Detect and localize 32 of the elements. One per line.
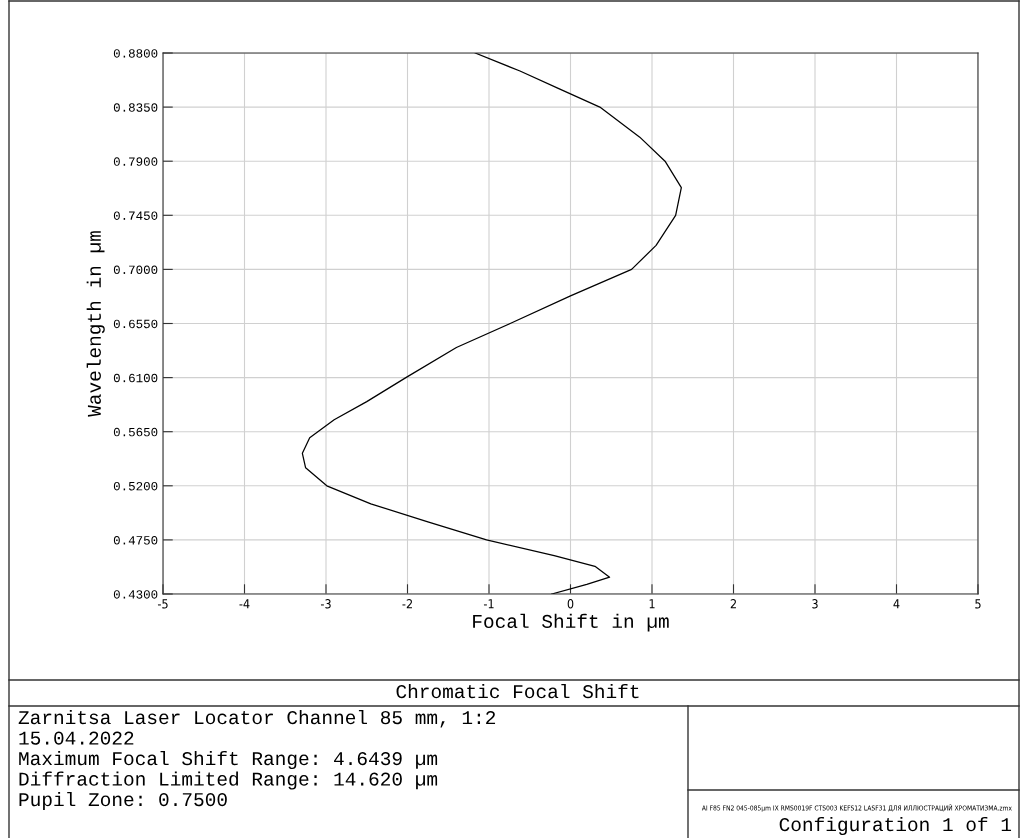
x-tick-label: 4 xyxy=(893,599,900,609)
y-tick-label: 0.4750 xyxy=(113,536,158,545)
text: Pupil Zone: 0.7500 xyxy=(19,791,227,811)
text: Diffraction Limited Range: 14.620 µm xyxy=(19,771,438,790)
x-tick-label: 0 xyxy=(567,599,574,609)
y-tick-label: 0.5650 xyxy=(113,427,158,437)
x-tick-label: 5 xyxy=(975,599,981,609)
y-tick-label: 0.6550 xyxy=(113,319,158,329)
text: Maximum Focal Shift Range: 4.6439 µm xyxy=(19,750,438,770)
y-tick-label: 0.8350 xyxy=(113,103,158,112)
x-tick-label: 3 xyxy=(812,599,818,609)
y-axis-title: Wavelength in µm xyxy=(86,231,105,417)
y-tick-label: 0.7900 xyxy=(113,157,158,166)
x-axis-title: Focal Shift in µm xyxy=(473,613,669,632)
text: Zarnitsa Laser Locator Channel 85 mm, 1:2 xyxy=(18,709,496,728)
x-tick-label: 1 xyxy=(649,599,655,609)
text: 15.04.2022 xyxy=(19,731,134,745)
y-tick-label: 0.6100 xyxy=(113,373,158,383)
y-tick-label: 0.8800 xyxy=(113,49,158,58)
text: Chromatic Focal Shift xyxy=(396,683,639,699)
y-tick-label: 0.7000 xyxy=(113,265,158,275)
y-tick-label: 0.5200 xyxy=(113,481,158,491)
line-series xyxy=(301,53,682,594)
y-tick-label: 0.7450 xyxy=(113,211,158,220)
x-tick-label: -2 xyxy=(402,599,412,609)
x-tick-label: 2 xyxy=(730,599,736,609)
text: Configuration 1 of 1 xyxy=(779,816,1012,836)
x-tick-label: -3 xyxy=(320,599,331,609)
x-tick-label: -5 xyxy=(157,599,168,609)
y-tick-label: 0.4300 xyxy=(113,590,158,599)
x-tick-label: -1 xyxy=(483,599,494,609)
x-tick-label: -4 xyxy=(239,599,250,609)
